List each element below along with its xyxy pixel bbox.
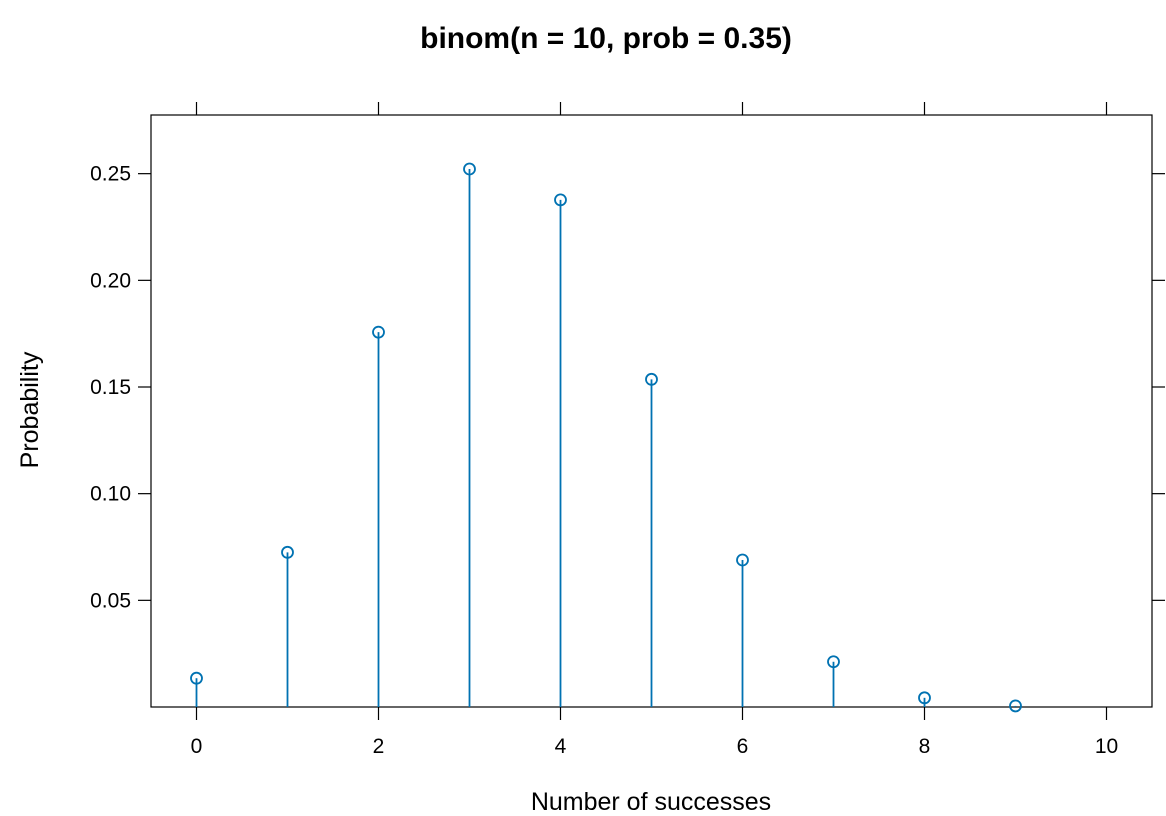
x-tick-label: 2 (373, 735, 385, 758)
y-tick-label: 0.20 (90, 269, 131, 292)
y-tick-label: 0.05 (90, 589, 131, 612)
probability-point (645, 372, 658, 386)
probability-point (1009, 699, 1022, 713)
x-tick-label: 6 (737, 735, 749, 758)
probability-point (918, 691, 931, 705)
x-tick-label: 8 (919, 735, 931, 758)
probability-point (827, 655, 840, 669)
plot-marks: 0 2 4 6 8 10 0.05 0.10 0.15 0.20 0.25 (90, 102, 1165, 758)
y-axis-label: Probability (16, 351, 44, 468)
probability-point (372, 325, 385, 339)
probability-point (190, 671, 203, 685)
probability-point (554, 193, 567, 207)
chart-title: binom(n = 10, prob = 0.35) (420, 22, 792, 55)
probability-point (281, 545, 294, 559)
probability-point (736, 553, 749, 567)
probability-point (463, 162, 476, 176)
x-axis-label: Number of successes (531, 788, 771, 816)
x-tick-label: 4 (555, 735, 567, 758)
x-tick-label: 0 (191, 735, 203, 758)
x-tick-label: 10 (1095, 735, 1118, 758)
y-tick-label: 0.10 (90, 483, 131, 506)
y-tick-label: 0.15 (90, 376, 131, 399)
y-tick-label: 0.25 (90, 163, 131, 186)
